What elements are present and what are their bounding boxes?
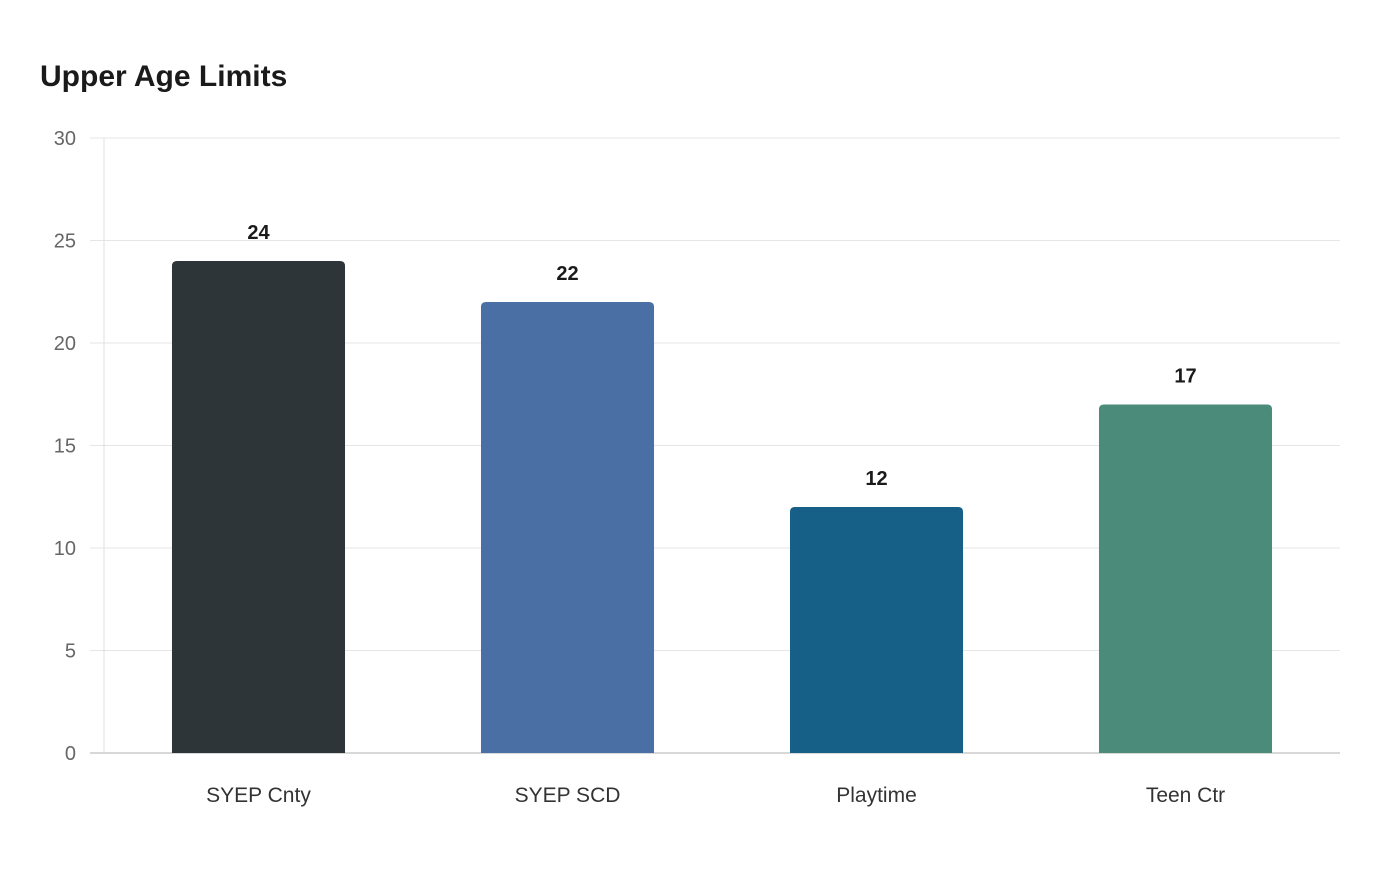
bar [480, 302, 655, 753]
labels: 0 5 10 15 20 25 30 24 SYEP Cnty 22 SYEP SCD 12 Playt… [54, 128, 1225, 807]
bars [171, 261, 1273, 753]
x-category-label: Teen Ctr [1146, 784, 1225, 807]
y-tick-label: 20 [54, 333, 76, 355]
x-category-label: SYEP Cnty [206, 784, 311, 807]
bar [171, 261, 346, 753]
y-tick-label: 0 [65, 743, 76, 765]
bar [789, 507, 964, 753]
x-category-label: Playtime [836, 784, 917, 807]
data-label: 12 [865, 468, 887, 490]
y-tick-label: 25 [54, 231, 76, 253]
y-tick-label: 15 [54, 436, 76, 458]
x-category-label: SYEP SCD [515, 784, 621, 807]
data-label: 24 [247, 222, 270, 244]
y-tick-label: 10 [54, 538, 76, 560]
bar [1098, 404, 1273, 753]
y-tick-label: 30 [54, 128, 76, 150]
data-label: 17 [1174, 366, 1196, 388]
data-label: 22 [556, 263, 578, 285]
y-tick-label: 5 [65, 641, 76, 663]
chart-title: Upper Age Limits [40, 60, 288, 93]
